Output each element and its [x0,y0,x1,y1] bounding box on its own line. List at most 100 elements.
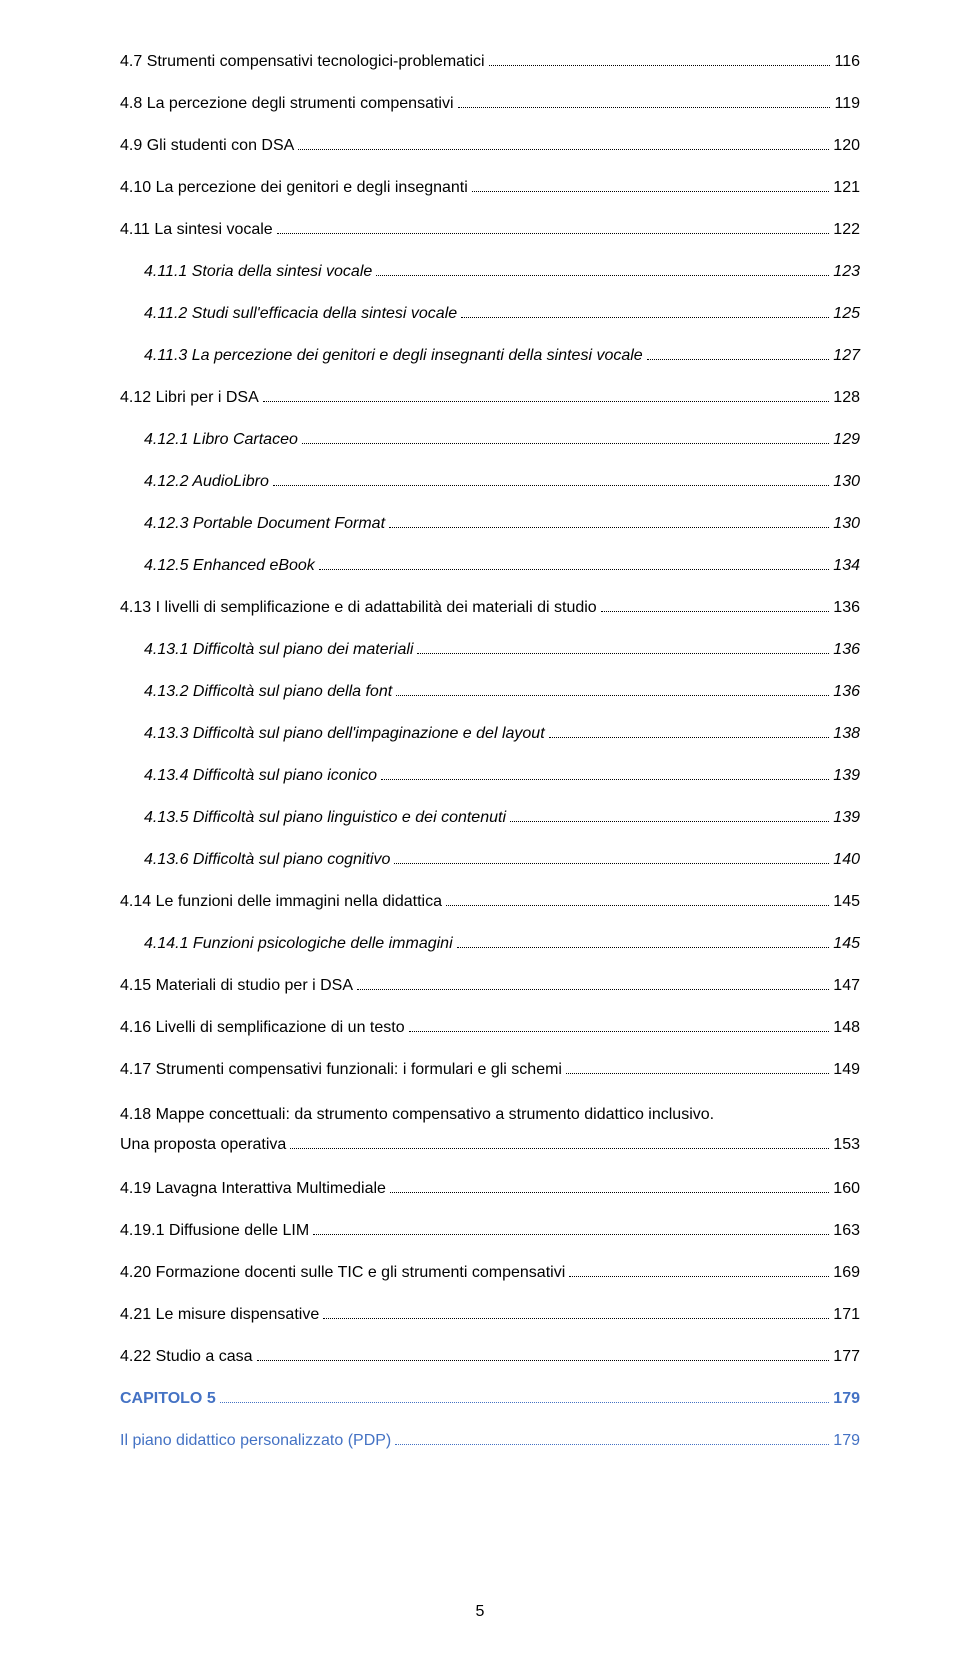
toc-chapter-subtitle: Il piano didattico personalizzato (PDP) … [120,1429,860,1453]
toc-chapter-sub-label: Il piano didattico personalizzato (PDP) [120,1429,391,1453]
toc-page: 160 [833,1177,860,1201]
toc-label: 4.12.3 Portable Document Format [144,512,385,536]
toc-label: 4.8 La percezione degli strumenti compen… [120,92,454,116]
toc-label: 4.11.2 Studi sull'efficacia della sintes… [144,302,457,326]
toc-subentry: 4.13.3 Difficoltà sul piano dell'impagin… [120,722,860,746]
toc-leader [489,65,831,66]
toc-page: 136 [833,680,860,704]
toc-leader [461,317,829,318]
toc-entry: 4.19 Lavagna Interattiva Multimediale 16… [120,1177,860,1201]
toc-page: 125 [833,302,860,326]
toc-label: 4.13.4 Difficoltà sul piano iconico [144,764,377,788]
toc-page: 123 [833,260,860,284]
toc-label-line2: Una proposta operativa [120,1130,286,1160]
toc-page: 149 [833,1058,860,1082]
toc-entry: 4.19.1 Diffusione delle LIM 163 [120,1219,860,1243]
toc-entry: 4.22 Studio a casa 177 [120,1345,860,1369]
toc-leader [298,149,829,150]
toc-label: 4.7 Strumenti compensativi tecnologici-p… [120,50,485,74]
toc-leader [390,1192,829,1193]
toc-subentry: 4.12.2 AudioLibro 130 [120,470,860,494]
toc-label: 4.20 Formazione docenti sulle TIC e gli … [120,1261,565,1285]
toc-leader [313,1234,829,1235]
toc-leader [396,695,829,696]
toc-leader [409,1031,830,1032]
toc-label: 4.11.1 Storia della sintesi vocale [144,260,372,284]
toc-leader [302,443,829,444]
toc-label: 4.13.5 Difficoltà sul piano linguistico … [144,806,506,830]
toc-label: 4.11.3 La percezione dei genitori e degl… [144,344,643,368]
toc-leader [277,233,830,234]
toc-label: 4.12 Libri per i DSA [120,386,259,410]
toc-label: 4.12.5 Enhanced eBook [144,554,315,578]
toc-page: 130 [833,512,860,536]
toc-leader [263,401,830,402]
toc-entry: 4.14 Le funzioni delle immagini nella di… [120,890,860,914]
toc-page: 119 [834,92,860,116]
toc-label: 4.12.1 Libro Cartaceo [144,428,298,452]
toc-leader [458,107,831,108]
toc-leader [319,569,829,570]
toc-entry: 4.13 I livelli di semplificazione e di a… [120,596,860,620]
toc-page: 140 [833,848,860,872]
toc-leader [381,779,829,780]
toc-label: 4.22 Studio a casa [120,1345,253,1369]
toc-page: 139 [833,806,860,830]
toc-entry: 4.16 Livelli di semplificazione di un te… [120,1016,860,1040]
toc-page: 145 [833,890,860,914]
toc-leader [394,863,829,864]
toc-page: 128 [833,386,860,410]
toc-subentry: 4.12.3 Portable Document Format 130 [120,512,860,536]
toc-leader [389,527,829,528]
toc-page: 129 [833,428,860,452]
toc-page: 169 [833,1261,860,1285]
toc-leader [569,1276,829,1277]
toc-subentry: 4.13.1 Difficoltà sul piano dei material… [120,638,860,662]
toc-page: 147 [833,974,860,998]
toc-entry: 4.9 Gli studenti con DSA 120 [120,134,860,158]
toc-chapter-page: 179 [833,1387,860,1411]
toc-label: 4.19.1 Diffusione delle LIM [120,1219,309,1243]
toc-page: 120 [833,134,860,158]
toc-leader [323,1318,829,1319]
toc-label: 4.15 Materiali di studio per i DSA [120,974,353,998]
toc-page: 139 [833,764,860,788]
toc-leader [472,191,829,192]
toc-page: 153 [833,1130,860,1160]
toc-entry-multiline: 4.18 Mappe concettuali: da strumento com… [120,1100,860,1159]
toc-page: 121 [833,176,860,200]
toc-chapter-label: CAPITOLO 5 [120,1387,216,1411]
toc-page: 171 [833,1303,860,1327]
toc-leader [446,905,829,906]
toc-leader [220,1402,830,1403]
toc-subentry: 4.13.2 Difficoltà sul piano della font 1… [120,680,860,704]
toc-subentry: 4.14.1 Funzioni psicologiche delle immag… [120,932,860,956]
toc-entry: 4.10 La percezione dei genitori e degli … [120,176,860,200]
toc-page: 116 [834,50,860,74]
toc-leader [566,1073,829,1074]
toc-leader [395,1444,829,1445]
page-number: 5 [0,1603,960,1621]
toc-page: 122 [833,218,860,242]
toc-label: 4.14.1 Funzioni psicologiche delle immag… [144,932,453,956]
toc-subentry: 4.13.6 Difficoltà sul piano cognitivo 14… [120,848,860,872]
toc-subentry: 4.11.2 Studi sull'efficacia della sintes… [120,302,860,326]
toc-label: 4.17 Strumenti compensativi funzionali: … [120,1058,562,1082]
toc-leader [376,275,829,276]
toc-entry: 4.17 Strumenti compensativi funzionali: … [120,1058,860,1082]
toc-leader [647,359,830,360]
toc-page: 145 [833,932,860,956]
document-page: 4.7 Strumenti compensativi tecnologici-p… [0,0,960,1655]
toc-subentry: 4.12.5 Enhanced eBook 134 [120,554,860,578]
toc-page: 130 [833,470,860,494]
toc-label: 4.13 I livelli di semplificazione e di a… [120,596,597,620]
toc-leader [290,1148,829,1149]
toc-subentry: 4.13.4 Difficoltà sul piano iconico 139 [120,764,860,788]
toc-leader [457,947,830,948]
toc-label: 4.11 La sintesi vocale [120,218,273,242]
toc-label: 4.13.2 Difficoltà sul piano della font [144,680,392,704]
toc-entry: 4.21 Le misure dispensative 171 [120,1303,860,1327]
toc-leader [357,989,829,990]
toc-entry: 4.20 Formazione docenti sulle TIC e gli … [120,1261,860,1285]
toc-chapter-sub-page: 179 [833,1429,860,1453]
